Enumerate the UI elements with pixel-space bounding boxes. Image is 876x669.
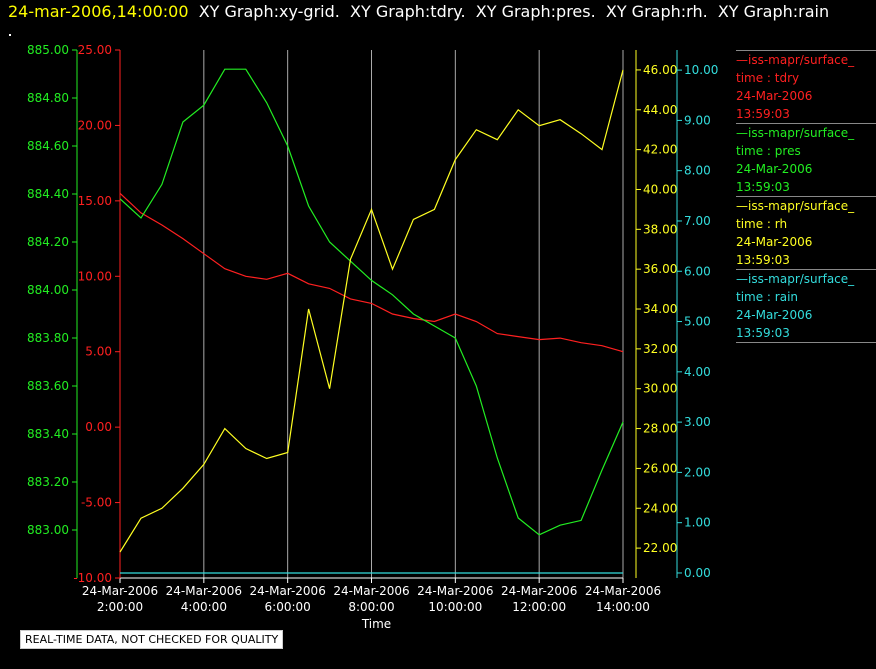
- legend-date: 24-Mar-2006: [736, 162, 813, 176]
- y-tick-label-pres: 883.80: [27, 331, 69, 345]
- legend-field: time : rain: [736, 290, 799, 304]
- y-tick-label-tdry: -10.00: [73, 571, 112, 585]
- x-tick-label-date: 24-Mar-2006: [166, 584, 242, 598]
- y-tick-label-tdry: 10.00: [78, 269, 112, 283]
- y-tick-label-rain: 0.00: [684, 566, 711, 580]
- y-tick-label-pres: 884.20: [27, 235, 69, 249]
- y-tick-label-rh: 28.00: [643, 422, 677, 436]
- x-tick-label-date: 24-Mar-2006: [417, 584, 493, 598]
- legend-entry: —iss-mapr/surface_time : pres 24-Mar-2006…: [736, 123, 876, 196]
- y-tick-label-pres: 884.00: [27, 283, 69, 297]
- x-tick-label-date: 24-Mar-2006: [82, 584, 158, 598]
- y-tick-label-tdry: 5.00: [85, 345, 112, 359]
- series-line-rh: [119, 69, 624, 553]
- y-tick-label-pres: 884.40: [27, 187, 69, 201]
- y-tick-label-rh: 46.00: [643, 63, 677, 77]
- legend-entry: —iss-mapr/surface_time : rain 24-Mar-2006…: [736, 269, 876, 342]
- y-tick-label-rh: 38.00: [643, 222, 677, 236]
- series-line-tdry: [119, 192, 624, 353]
- y-tick-label-pres: 884.80: [27, 91, 69, 105]
- y-tick-label-tdry: 15.00: [78, 194, 112, 208]
- y-tick-label-rain: 5.00: [684, 315, 711, 329]
- y-tick-label-tdry: 0.00: [85, 420, 112, 434]
- legend-field: time : pres: [736, 144, 801, 158]
- y-tick-label-rh: 44.00: [643, 103, 677, 117]
- y-tick-label-rh: 30.00: [643, 382, 677, 396]
- y-tick-label-rain: 10.00: [684, 63, 718, 77]
- series-line-pres: [119, 68, 624, 536]
- legend-source: —iss-mapr/surface_: [736, 53, 855, 67]
- y-tick-label-tdry: 25.00: [78, 43, 112, 57]
- header-graph-list: XY Graph:xy-grid. XY Graph:tdry. XY Grap…: [188, 2, 830, 21]
- legend-source: —iss-mapr/surface_: [736, 126, 855, 140]
- y-tick-label-pres: 883.40: [27, 427, 69, 441]
- y-tick-label-pres: 883.20: [27, 475, 69, 489]
- x-tick-label-date: 24-Mar-2006: [501, 584, 577, 598]
- y-tick-label-rain: 9.00: [684, 113, 711, 127]
- legend-source: —iss-mapr/surface_: [736, 272, 855, 286]
- chart-header: 24-mar-2006,14:00:00 XY Graph:xy-grid. X…: [8, 2, 829, 24]
- x-axis-title: Time: [361, 617, 391, 631]
- y-tick-label-pres: 883.00: [27, 523, 69, 537]
- y-tick-label-rh: 26.00: [643, 461, 677, 475]
- y-tick-label-pres: 884.60: [27, 139, 69, 153]
- y-tick-label-rain: 3.00: [684, 415, 711, 429]
- y-tick-label-rh: 24.00: [643, 501, 677, 515]
- header-dot: [9, 34, 11, 36]
- y-tick-label-rh: 40.00: [643, 182, 677, 196]
- y-tick-label-rain: 4.00: [684, 365, 711, 379]
- x-tick-label-time: 14:00:00: [596, 600, 650, 614]
- legend-time: 13:59:03: [736, 326, 790, 340]
- y-tick-label-rh: 36.00: [643, 262, 677, 276]
- x-tick-label-time: 2:00:00: [97, 600, 143, 614]
- x-tick-label-time: 6:00:00: [265, 600, 311, 614]
- legend-source: —iss-mapr/surface_: [736, 199, 855, 213]
- y-tick-label-rain: 6.00: [684, 264, 711, 278]
- y-tick-label-rh: 32.00: [643, 342, 677, 356]
- y-tick-label-rain: 7.00: [684, 214, 711, 228]
- x-tick-label-time: 10:00:00: [428, 600, 482, 614]
- y-tick-label-rain: 2.00: [684, 465, 711, 479]
- y-tick-label-rh: 42.00: [643, 143, 677, 157]
- legend-date: 24-Mar-2006: [736, 308, 813, 322]
- legend-divider: [736, 342, 876, 344]
- legend-entry: —iss-mapr/surface_time : tdry 24-Mar-2006…: [736, 50, 876, 123]
- x-tick-label-date: 24-Mar-2006: [585, 584, 661, 598]
- legend-time: 13:59:03: [736, 253, 790, 267]
- legend: —iss-mapr/surface_ time : tdry 24-Mar-2006…: [736, 50, 876, 344]
- header-date: 24-mar-2006,14:00:00: [8, 2, 189, 21]
- legend-field: time : rh: [736, 217, 788, 231]
- y-tick-label-rain: 1.00: [684, 516, 711, 530]
- legend-time: 13:59:03: [736, 107, 790, 121]
- quality-note: REAL-TIME DATA, NOT CHECKED FOR QUALITY: [20, 630, 284, 649]
- y-tick-label-rain: 8.00: [684, 164, 711, 178]
- legend-field: time : tdry: [736, 71, 800, 85]
- x-tick-label-date: 24-Mar-2006: [333, 584, 409, 598]
- legend-date: 24-Mar-2006: [736, 89, 813, 103]
- x-tick-label-time: 4:00:00: [181, 600, 227, 614]
- y-tick-label-rh: 22.00: [643, 541, 677, 555]
- legend-entry: —iss-mapr/surface_time : rh 24-Mar-2006 13…: [736, 196, 876, 269]
- legend-date: 24-Mar-2006: [736, 235, 813, 249]
- y-tick-label-tdry: -5.00: [81, 496, 112, 510]
- x-tick-label-date: 24-Mar-2006: [249, 584, 325, 598]
- y-tick-label-pres: 883.60: [27, 379, 69, 393]
- y-tick-label-pres: 885.00: [27, 43, 69, 57]
- y-tick-label-rh: 34.00: [643, 302, 677, 316]
- y-tick-label-tdry: 20.00: [78, 118, 112, 132]
- x-tick-label-time: 12:00:00: [512, 600, 566, 614]
- x-tick-label-time: 8:00:00: [348, 600, 394, 614]
- legend-time: 13:59:03: [736, 180, 790, 194]
